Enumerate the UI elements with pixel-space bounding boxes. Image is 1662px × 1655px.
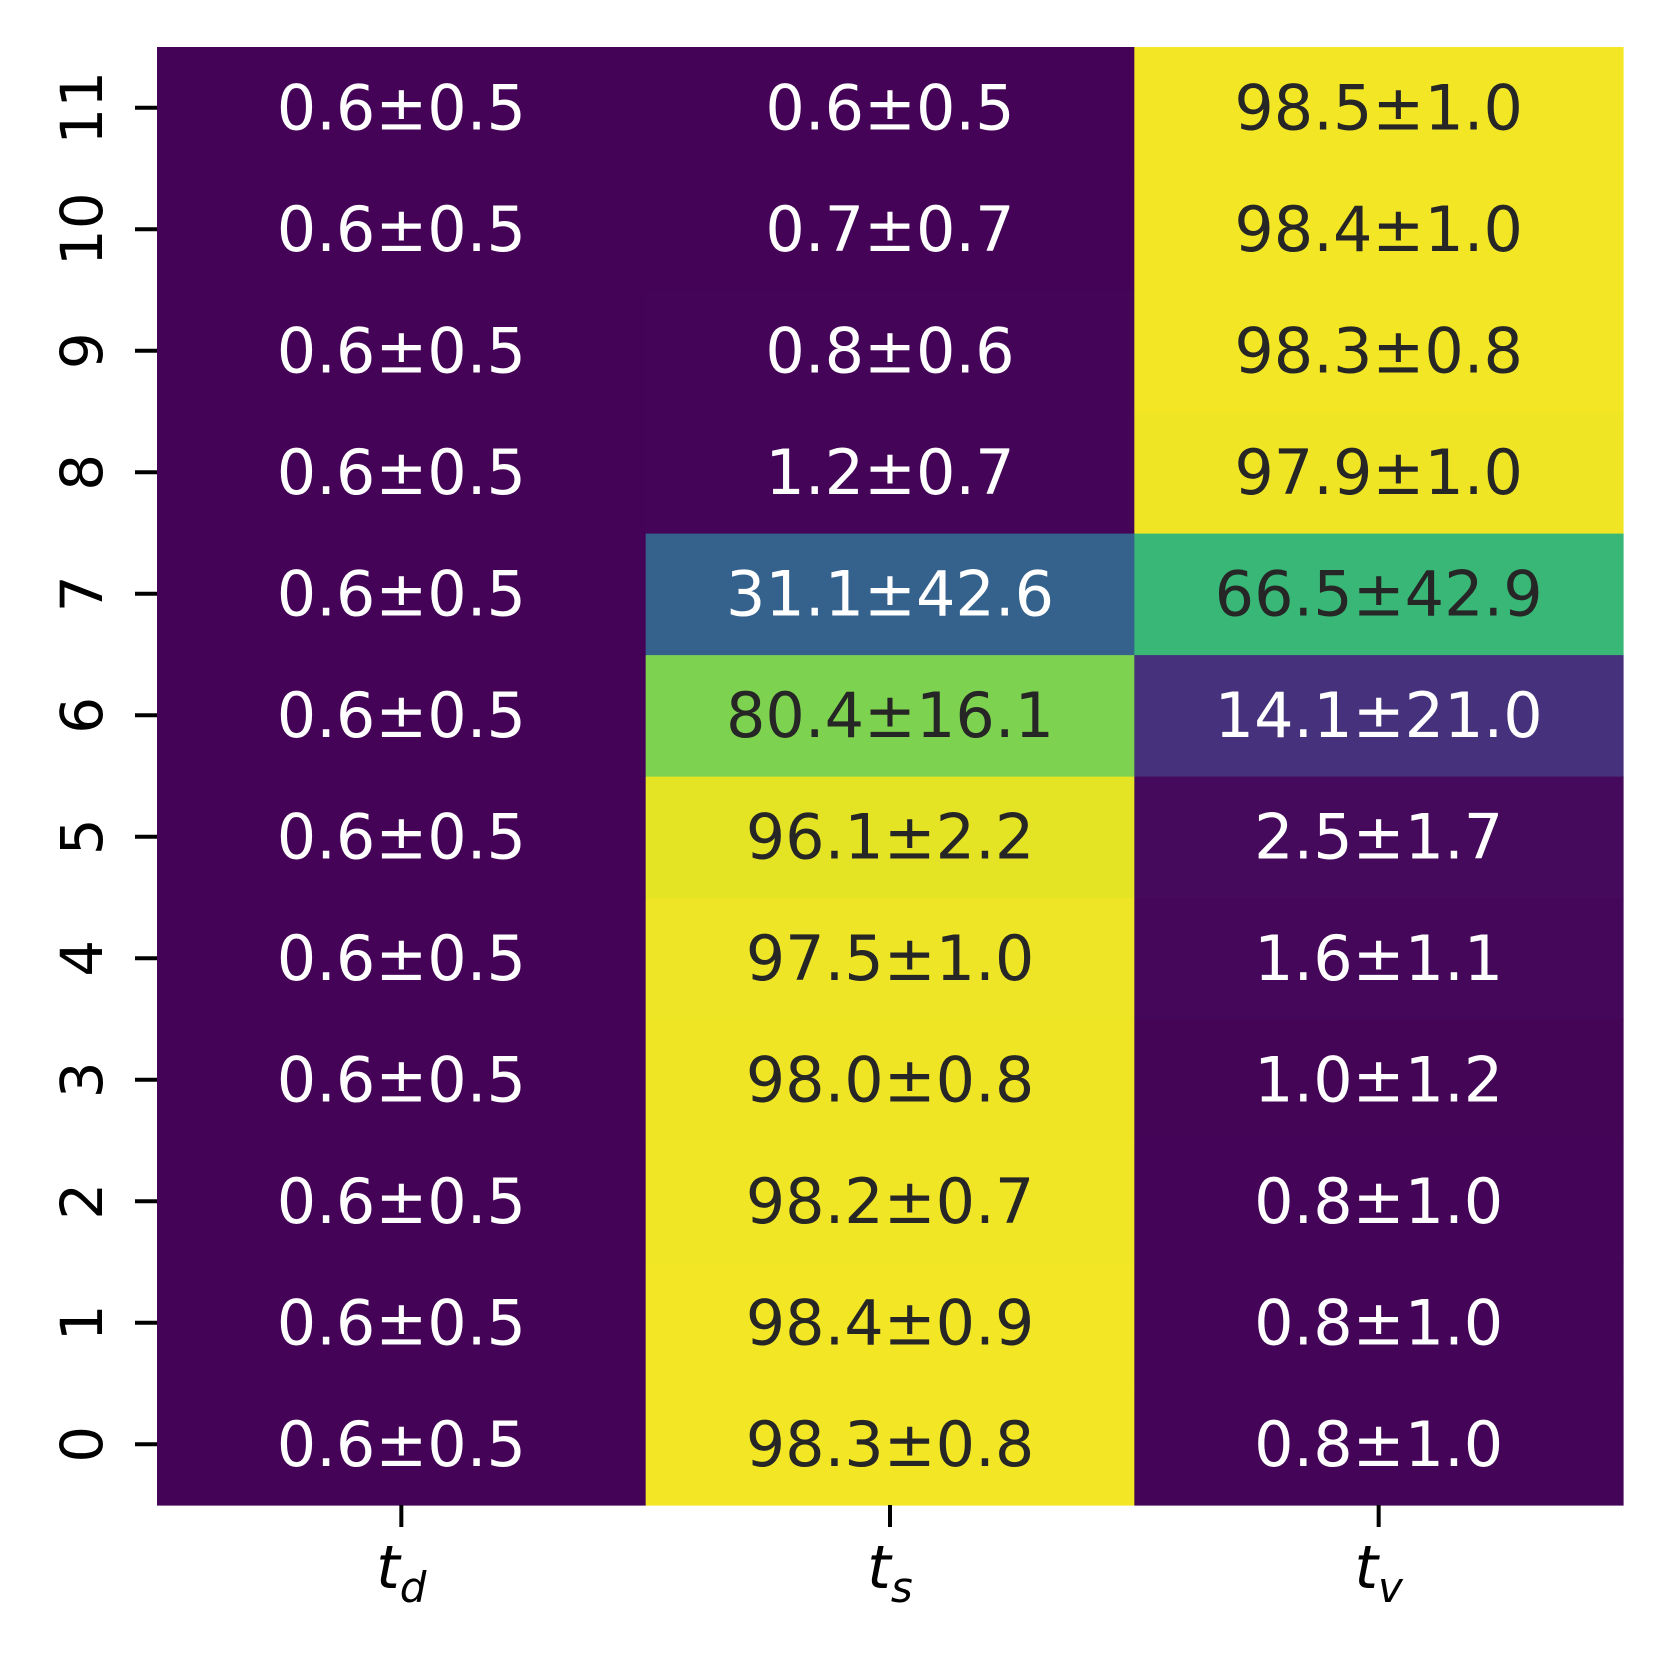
heatmap-cell [1134, 290, 1624, 413]
heatmap-cell [1134, 776, 1624, 899]
heatmap-cell [645, 533, 1135, 656]
heatmap-cell [157, 1383, 647, 1506]
cell-label: 0.8±1.0 [1254, 1165, 1503, 1238]
y-tick-label: 5 [48, 818, 116, 855]
cell-label: 0.6±0.5 [277, 1043, 526, 1116]
cell-label: 31.1±42.6 [726, 557, 1054, 630]
heatmap-cell [645, 168, 1135, 291]
heatmap-cell [645, 654, 1135, 777]
cell-label: 0.6±0.5 [277, 1408, 526, 1481]
y-axis: 0 1 2 3 4 5 6 7 8 9 10 11 [48, 71, 157, 1463]
cell-label: 0.6±0.5 [765, 71, 1014, 144]
heatmap-cell [157, 290, 647, 413]
heatmap-cell [157, 411, 647, 534]
heatmap-cell [1134, 897, 1624, 1020]
cell-label: 80.4±16.1 [726, 679, 1054, 752]
cell-label: 0.6±0.5 [277, 71, 526, 144]
heatmap-cell [1134, 168, 1624, 291]
cell-label: 98.0±0.8 [746, 1043, 1035, 1116]
heatmap-cell [645, 1383, 1135, 1506]
x-tick-label: ts [867, 1533, 912, 1612]
x-axis: td ts tv [376, 1505, 1404, 1612]
heatmap-cell [645, 1019, 1135, 1142]
cell-label: 66.5±42.9 [1215, 557, 1543, 630]
heatmap-cell [645, 290, 1135, 413]
y-tick-label: 9 [48, 332, 116, 369]
x-tick-label: td [376, 1533, 427, 1612]
cell-label: 0.6±0.5 [277, 193, 526, 266]
heatmap-cell [157, 168, 647, 291]
cell-label: 0.6±0.5 [277, 800, 526, 873]
cell-label: 0.6±0.5 [277, 679, 526, 752]
cell-label: 0.6±0.5 [277, 1286, 526, 1359]
cell-annotations: 0.6±0.5 98.3±0.8 0.8±1.0 0.6±0.5 98.4±0.9 0.8… [277, 71, 1543, 1481]
heatmap-cell [157, 897, 647, 1020]
heatmap-cell [157, 1262, 647, 1385]
heatmap-cell [1134, 533, 1624, 656]
heatmap-cell [645, 1140, 1135, 1263]
x-tick-label: tv [1354, 1533, 1404, 1612]
y-tick-label: 1 [48, 1304, 116, 1341]
heatmap-cell [1134, 1140, 1624, 1263]
heatmap-cell [645, 411, 1135, 534]
heatmap-cell [157, 1019, 647, 1142]
y-tick-label: 8 [48, 454, 116, 491]
heatmap-cell [645, 776, 1135, 899]
cell-label: 2.5±1.7 [1254, 800, 1503, 873]
y-tick-label: 0 [48, 1426, 116, 1463]
y-tick-label: 6 [48, 697, 116, 734]
cell-label: 96.1±2.2 [746, 800, 1035, 873]
cell-label: 0.6±0.5 [277, 557, 526, 630]
cell-label: 0.6±0.5 [277, 1165, 526, 1238]
cell-label: 97.9±1.0 [1234, 436, 1523, 509]
heatmap-cell [645, 47, 1135, 170]
cell-label: 98.2±0.7 [746, 1165, 1035, 1238]
cell-label: 0.6±0.5 [277, 922, 526, 995]
heatmap-cell [1134, 1262, 1624, 1385]
cell-label: 0.8±1.0 [1254, 1286, 1503, 1359]
y-tick-label: 2 [48, 1183, 116, 1220]
heatmap-cell [157, 654, 647, 777]
cell-label: 98.3±0.8 [746, 1408, 1035, 1481]
y-tick-label: 4 [48, 940, 116, 977]
cell-label: 98.5±1.0 [1234, 71, 1523, 144]
heatmap-cell [645, 1262, 1135, 1385]
cell-label: 98.4±1.0 [1234, 193, 1523, 266]
heatmap-cells [157, 47, 1624, 1506]
cell-label: 0.8±1.0 [1254, 1408, 1503, 1481]
y-tick-label: 3 [48, 1061, 116, 1098]
cell-label: 1.0±1.2 [1254, 1043, 1503, 1116]
cell-label: 98.4±0.9 [746, 1286, 1035, 1359]
cell-label: 97.5±1.0 [746, 922, 1035, 995]
y-tick-label: 7 [48, 575, 116, 612]
cell-label: 0.6±0.5 [277, 314, 526, 387]
cell-label: 0.7±0.7 [765, 193, 1014, 266]
heatmap-cell [1134, 1019, 1624, 1142]
cell-label: 0.6±0.5 [277, 436, 526, 509]
heatmap-cell [157, 776, 647, 899]
cell-label: 1.2±0.7 [765, 436, 1014, 509]
heatmap-cell [157, 47, 647, 170]
cell-label: 0.8±0.6 [765, 314, 1014, 387]
heatmap-cell [1134, 47, 1624, 170]
cell-label: 98.3±0.8 [1234, 314, 1523, 387]
y-tick-label: 11 [48, 71, 116, 145]
heatmap-cell [1134, 411, 1624, 534]
cell-label: 14.1±21.0 [1215, 679, 1543, 752]
heatmap-cell [1134, 1383, 1624, 1506]
heatmap-cell [157, 1140, 647, 1263]
cell-label: 1.6±1.1 [1254, 922, 1503, 995]
heatmap-cell [1134, 654, 1624, 777]
y-tick-label: 10 [48, 192, 116, 266]
heatmap-cell [645, 897, 1135, 1020]
heatmap-cell [157, 533, 647, 656]
